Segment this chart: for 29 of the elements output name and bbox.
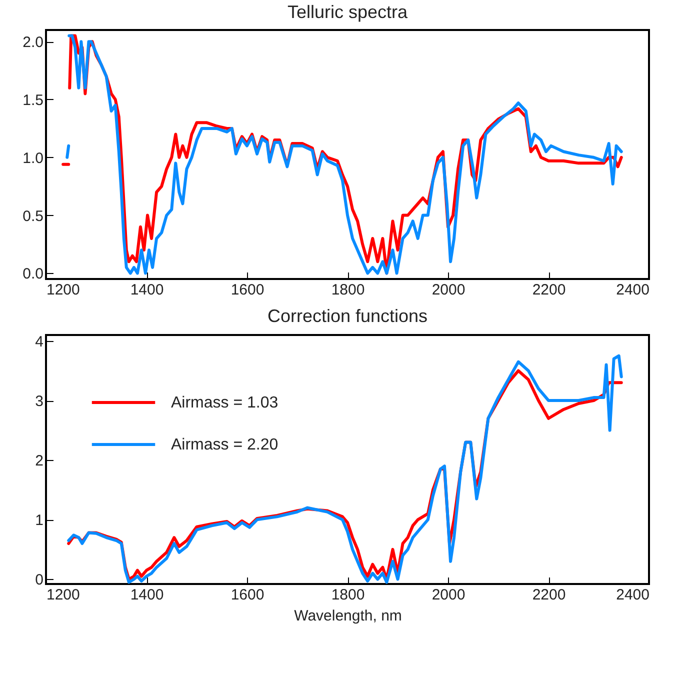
y-tick-label: 2: [35, 452, 44, 470]
y-tick-label: 2.0: [22, 34, 44, 52]
x-tick-label: 1400: [130, 586, 164, 604]
x-tick-label: 2400: [616, 282, 650, 298]
y-tick-label: 0.0: [22, 266, 44, 283]
y-tick-label: 1.5: [22, 92, 44, 109]
y-tick-label: 4: [35, 333, 44, 350]
x-axis-title: Wavelength, nm: [294, 608, 402, 624]
x-tick-label: 1200: [46, 586, 80, 604]
x-tick-label: 1600: [230, 282, 264, 298]
y-tick-label: 3: [35, 393, 44, 410]
x-tick-label: 1400: [130, 282, 164, 298]
y-tick-label: 1: [35, 512, 44, 530]
y-tick-label: 0.5: [22, 208, 44, 225]
x-tick-label: 2200: [532, 586, 566, 604]
x-tick-label: 2200: [532, 282, 566, 298]
x-tick-label: 1600: [230, 586, 264, 604]
y-tick-label: 1.0: [22, 150, 44, 167]
x-tick-label: 1800: [331, 586, 365, 604]
y-tick-label: 0: [35, 572, 44, 589]
x-tick-label: 1200: [46, 282, 80, 298]
legend-label: Airmass = 1.03: [171, 394, 278, 412]
x-tick-label: 2000: [432, 282, 466, 298]
legend-label: Airmass = 2.20: [171, 436, 278, 454]
chart-title: Correction functions: [267, 306, 428, 326]
x-tick-label: 2400: [616, 586, 650, 604]
x-tick-label: 1800: [331, 282, 365, 298]
x-tick-label: 2000: [432, 586, 466, 604]
chart-title: Telluric spectra: [287, 2, 409, 22]
